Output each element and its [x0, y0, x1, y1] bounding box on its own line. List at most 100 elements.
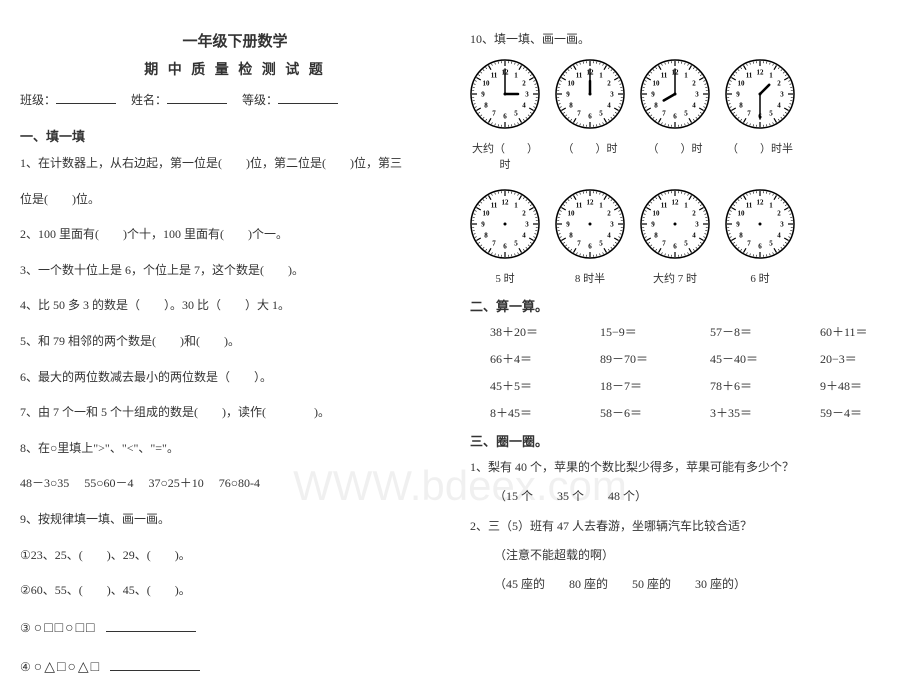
math-cell: 8＋45＝ [490, 404, 570, 421]
svg-text:8: 8 [569, 232, 573, 240]
svg-text:12: 12 [757, 69, 765, 77]
svg-text:12: 12 [502, 199, 510, 207]
q9: 9、按规律填一填、画一画。 [20, 509, 450, 531]
svg-text:10: 10 [652, 80, 660, 88]
math-cell: 66＋4＝ [490, 350, 570, 367]
svg-text:6: 6 [503, 243, 507, 251]
svg-text:2: 2 [522, 80, 526, 88]
svg-text:1: 1 [599, 72, 603, 80]
left-column: 一年级下册数学 期 中 质 量 检 测 试 题 班级： 姓名： 等级： 一、填一… [20, 30, 450, 694]
q8-1: 48－3○35 [20, 476, 69, 490]
svg-text:1: 1 [769, 202, 773, 210]
q5: 5、和 79 相邻的两个数是( )和( )。 [20, 331, 450, 353]
clocks-row1: 1234567891011121234567891011121234567891… [470, 59, 900, 132]
math-row: 38＋20＝15−9＝57－8＝60＋11＝ [470, 323, 900, 340]
clock-face: 123456789101112 [470, 59, 540, 132]
clock-face-empty: 123456789101112 [470, 189, 540, 262]
name-blank [167, 103, 227, 104]
svg-text:2: 2 [522, 210, 526, 218]
svg-text:11: 11 [746, 202, 753, 210]
svg-text:7: 7 [747, 240, 751, 248]
svg-text:7: 7 [577, 110, 581, 118]
doc-subtitle: 期 中 质 量 检 测 试 题 [20, 59, 450, 79]
q9d-blank [110, 670, 200, 671]
svg-text:3: 3 [610, 91, 614, 99]
clock-face-empty: 123456789101112 [725, 189, 795, 262]
svg-text:1: 1 [684, 202, 688, 210]
svg-text:5: 5 [514, 240, 518, 248]
clock-face: 123456789101112 [640, 59, 710, 132]
svg-text:2: 2 [692, 210, 696, 218]
svg-text:1: 1 [599, 202, 603, 210]
svg-text:1: 1 [769, 72, 773, 80]
section2-head: 二、算一算。 [470, 296, 900, 315]
svg-text:6: 6 [588, 243, 592, 251]
clock-label: （ ）时 [555, 140, 625, 172]
svg-text:2: 2 [607, 80, 611, 88]
svg-text:2: 2 [607, 210, 611, 218]
svg-text:3: 3 [695, 221, 699, 229]
clock-label: （ ）时半 [725, 140, 795, 172]
section1-head: 一、填一填 [20, 126, 450, 145]
math-cell: 89－70＝ [600, 350, 680, 367]
svg-text:6: 6 [673, 113, 677, 121]
svg-text:5: 5 [684, 110, 688, 118]
svg-text:5: 5 [684, 240, 688, 248]
svg-text:5: 5 [599, 240, 603, 248]
svg-text:8: 8 [654, 102, 658, 110]
grade-label: 等级： [242, 93, 278, 107]
svg-text:6: 6 [588, 113, 592, 121]
svg-text:9: 9 [651, 221, 655, 229]
svg-text:8: 8 [569, 102, 573, 110]
svg-text:9: 9 [736, 91, 740, 99]
q1-line2: 位是( )位。 [20, 189, 450, 211]
svg-text:9: 9 [566, 221, 570, 229]
svg-text:10: 10 [567, 210, 575, 218]
svg-text:4: 4 [692, 102, 696, 110]
svg-text:8: 8 [484, 102, 488, 110]
svg-text:9: 9 [651, 91, 655, 99]
svg-text:7: 7 [492, 240, 496, 248]
svg-text:12: 12 [757, 199, 765, 207]
svg-text:3: 3 [780, 91, 784, 99]
q6: 6、最大的两位数减去最小的两位数是（ ）。 [20, 367, 450, 389]
math-cell: 60＋11＝ [820, 323, 900, 340]
svg-text:7: 7 [577, 240, 581, 248]
q9d-num: ④ [20, 660, 31, 674]
svg-text:9: 9 [481, 221, 485, 229]
page-columns: 一年级下册数学 期 中 质 量 检 测 试 题 班级： 姓名： 等级： 一、填一… [20, 30, 900, 694]
doc-title: 一年级下册数学 [20, 30, 450, 51]
q10-head: 10、填一填、画一画。 [470, 30, 900, 49]
svg-text:10: 10 [482, 80, 490, 88]
right-column: 10、填一填、画一画。 1234567891011121234567891011… [470, 30, 900, 694]
svg-text:4: 4 [692, 232, 696, 240]
q9c-row: ③ ○□□○□□ [20, 616, 450, 641]
s3-q2-opts: （45 座的 80 座的 50 座的 30 座的） [470, 575, 900, 594]
svg-text:11: 11 [576, 72, 583, 80]
svg-text:12: 12 [587, 199, 595, 207]
svg-text:4: 4 [777, 102, 781, 110]
q3: 3、一个数十位上是 6，个位上是 7，这个数是( )。 [20, 260, 450, 282]
svg-text:9: 9 [736, 221, 740, 229]
svg-text:5: 5 [769, 240, 773, 248]
math-cell: 9＋48＝ [820, 377, 900, 394]
q9d-shapes: ○△□○△□ [34, 660, 101, 675]
svg-text:10: 10 [737, 80, 745, 88]
s3-q1-opts: （15 个 35 个 48 个） [470, 487, 900, 506]
q2: 2、100 里面有( )个十，100 里面有( )个一。 [20, 224, 450, 246]
s3-q2-note: （注意不能超载的啊） [470, 546, 900, 565]
s3-q2: 2、三（5）班有 47 人去春游，坐哪辆汽车比较合适？ [470, 517, 900, 536]
svg-text:6: 6 [673, 243, 677, 251]
clock-face: 123456789101112 [725, 59, 795, 132]
svg-text:11: 11 [661, 202, 668, 210]
clock-label: 8 时半 [555, 270, 625, 286]
math-row: 66＋4＝89－70＝45－40＝20−3＝ [470, 350, 900, 367]
svg-text:7: 7 [747, 110, 751, 118]
grade-blank [278, 103, 338, 104]
svg-text:3: 3 [525, 91, 529, 99]
svg-text:5: 5 [514, 110, 518, 118]
svg-text:3: 3 [780, 221, 784, 229]
math-rows: 38＋20＝15−9＝57－8＝60＋11＝66＋4＝89－70＝45－40＝2… [470, 323, 900, 421]
svg-text:3: 3 [695, 91, 699, 99]
svg-text:11: 11 [576, 202, 583, 210]
